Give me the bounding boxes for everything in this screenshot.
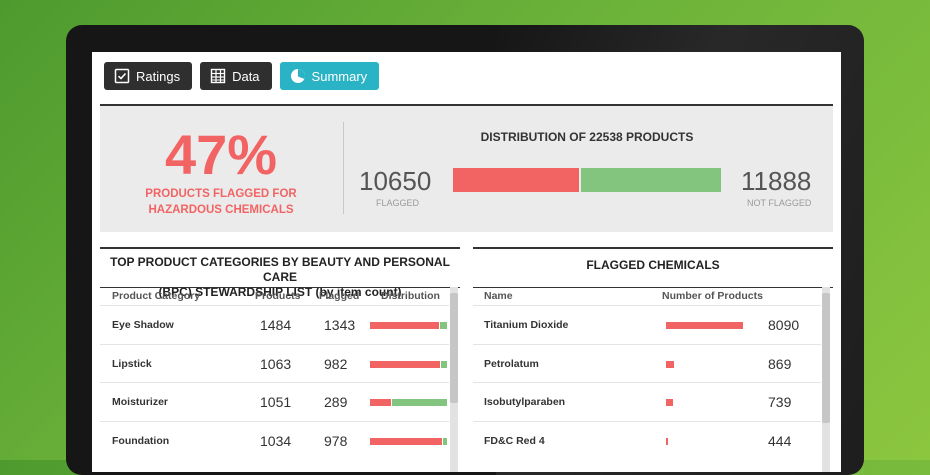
categories-panel: TOP PRODUCT CATEGORIES BY BEAUTY AND PER… xyxy=(100,247,460,472)
chemicals-title: FLAGGED CHEMICALS xyxy=(586,258,720,272)
table-row[interactable]: Lipstick 1063 982 xyxy=(100,343,449,383)
distribution-bar xyxy=(370,360,447,368)
tab-summary-label: Summary xyxy=(311,68,368,84)
category-name: Moisturizer xyxy=(112,396,169,408)
chemical-name: Petrolatum xyxy=(484,357,539,370)
product-count-bar xyxy=(666,360,674,368)
distribution-bar xyxy=(370,399,447,406)
products-count: 1034 xyxy=(260,432,292,449)
flagged-caption: PRODUCTS FLAGGED FOR HAZARDOUS CHEMICALS xyxy=(100,186,342,218)
table-row[interactable]: Titanium Dioxide 8090 xyxy=(473,305,821,344)
flagged-count-cell: 289 xyxy=(324,394,348,410)
table-icon xyxy=(210,68,226,84)
chemical-name: Isobutylparaben xyxy=(484,396,566,408)
flagged-bar-segment xyxy=(453,168,579,192)
categories-title: TOP PRODUCT CATEGORIES BY BEAUTY AND PER… xyxy=(100,249,460,300)
flagged-segment xyxy=(370,399,391,406)
product-count: 739 xyxy=(768,394,792,410)
product-count: 869 xyxy=(768,355,792,372)
header-product-category[interactable]: Product Category xyxy=(112,290,201,302)
product-count: 444 xyxy=(768,432,792,449)
not-flagged-segment xyxy=(441,360,447,368)
header-name[interactable]: Name xyxy=(484,290,513,302)
not-flagged-segment xyxy=(440,322,447,329)
category-name: Foundation xyxy=(112,434,170,447)
table-row[interactable]: Isobutylparaben 739 xyxy=(473,382,821,421)
flagged-segment xyxy=(370,322,439,329)
table-row[interactable]: Eye Shadow 1484 1343 xyxy=(100,305,449,344)
header-distribution[interactable]: Distribution xyxy=(381,290,440,302)
categories-title-line2: (BPC) STEWARDSHIP LIST (by item count) xyxy=(158,285,402,299)
tab-data-label: Data xyxy=(232,68,260,84)
header-products[interactable]: Products xyxy=(255,290,301,302)
distribution-bar xyxy=(453,168,721,192)
tab-summary[interactable]: Summary xyxy=(279,62,380,90)
not-flagged-bar-segment xyxy=(581,168,721,192)
flagged-count-cell: 1343 xyxy=(324,317,356,333)
tab-data[interactable]: Data xyxy=(200,62,272,90)
chemicals-scrollbar[interactable] xyxy=(822,287,830,472)
category-name: Eye Shadow xyxy=(112,319,174,331)
chemicals-scroll-thumb[interactable] xyxy=(822,293,830,423)
flagged-percent: 47% xyxy=(164,123,278,186)
distribution-bar xyxy=(370,322,447,329)
table-row[interactable]: Moisturizer 1051 289 xyxy=(100,382,449,421)
table-row[interactable]: Foundation 1034 978 xyxy=(100,420,449,460)
product-count-bar xyxy=(666,322,743,329)
flagged-caption-line2: HAZARDOUS CHEMICALS xyxy=(148,204,294,216)
categories-scrollbar[interactable] xyxy=(450,287,458,472)
distribution-title: DISTRIBUTION OF 22538 PRODUCTS xyxy=(480,130,694,144)
distribution-bar xyxy=(370,437,447,445)
product-count-bar xyxy=(666,399,673,406)
flagged-caption-line1: PRODUCTS FLAGGED FOR xyxy=(145,188,297,200)
checkbox-icon xyxy=(114,68,130,84)
header-flagged[interactable]: Flagged xyxy=(319,290,360,302)
flagged-label: FLAGGED xyxy=(376,198,420,208)
tab-ratings-label: Ratings xyxy=(136,68,181,84)
summary-panel: 47% PRODUCTS FLAGGED FOR HAZARDOUS CHEMI… xyxy=(100,106,833,232)
flagged-count: 10650 xyxy=(359,166,432,196)
pie-chart-icon xyxy=(290,68,306,84)
table-row[interactable]: FD&C Red 4 444 xyxy=(473,420,821,460)
products-count: 1063 xyxy=(260,355,292,372)
not-flagged-segment xyxy=(443,437,447,445)
flagged-segment xyxy=(370,360,440,368)
chemical-name: FD&C Red 4 xyxy=(484,434,545,447)
categories-scroll-thumb[interactable] xyxy=(450,293,458,403)
tab-ratings[interactable]: Ratings xyxy=(104,62,193,90)
dashboard-screen: Ratings Data Summary 47% PRODUCTS FLAGGE… xyxy=(92,52,841,472)
product-count: 8090 xyxy=(768,317,800,333)
table-row[interactable]: Petrolatum 869 xyxy=(473,343,821,383)
flagged-count-cell: 982 xyxy=(324,355,348,372)
not-flagged-segment xyxy=(392,399,447,406)
products-count: 1051 xyxy=(260,394,292,410)
products-count: 1484 xyxy=(260,317,292,333)
not-flagged-label: NOT FLAGGED xyxy=(747,198,812,208)
category-name: Lipstick xyxy=(112,357,152,370)
chemical-name: Titanium Dioxide xyxy=(484,319,569,331)
flagged-segment xyxy=(370,437,442,445)
not-flagged-count: 11888 xyxy=(741,166,812,196)
view-tabs: Ratings Data Summary xyxy=(104,62,380,90)
flagged-count-cell: 978 xyxy=(324,432,348,449)
categories-title-line1: TOP PRODUCT CATEGORIES BY BEAUTY AND PER… xyxy=(110,255,450,284)
header-number-of-products[interactable]: Number of Products xyxy=(662,290,763,302)
chemicals-panel: FLAGGED CHEMICALS Name Number of Product… xyxy=(473,247,833,472)
product-count-bar xyxy=(666,437,668,445)
